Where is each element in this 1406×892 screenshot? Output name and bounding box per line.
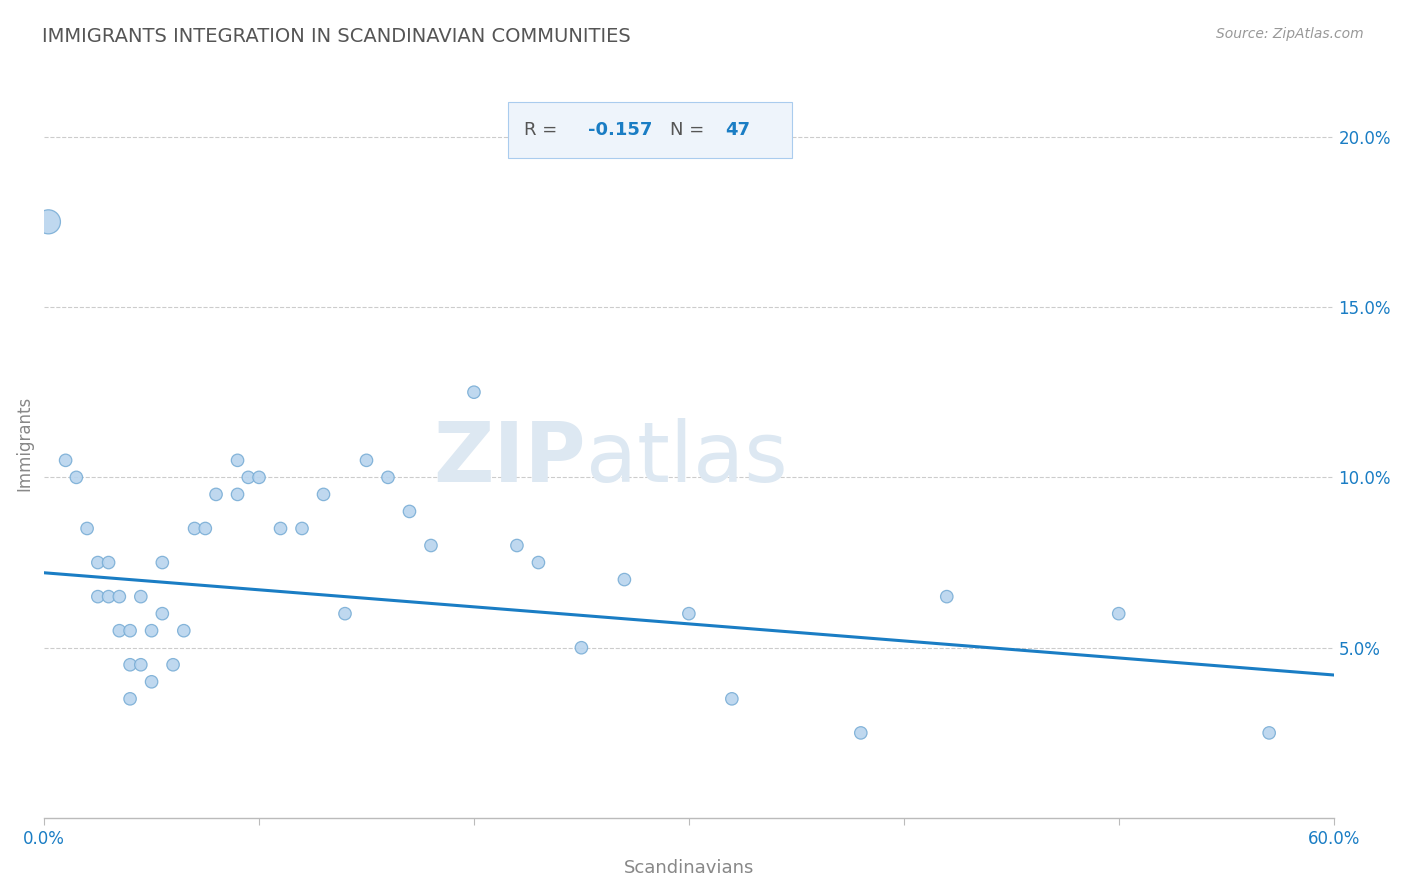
Point [87,590,110,604]
Point [141,674,163,689]
Point [247,470,270,484]
Point [97,556,120,570]
X-axis label: Scandinavians: Scandinavians [624,859,754,877]
Point [183,521,205,535]
Point [935,590,957,604]
Point [1258,726,1281,740]
Point [849,726,872,740]
Point [97,590,120,604]
Point [55,453,77,467]
Text: -0.157: -0.157 [588,121,652,139]
Point [120,657,142,672]
Point [398,504,420,518]
Point [65,470,87,484]
Point [129,657,152,672]
Point [356,453,378,467]
Point [120,624,142,638]
Point [194,521,217,535]
Point [150,607,173,621]
Point [150,556,173,570]
Point [108,624,131,638]
Text: Source: ZipAtlas.com: Source: ZipAtlas.com [1216,27,1364,41]
Point [333,607,356,621]
Y-axis label: Immigrants: Immigrants [15,396,32,491]
Point [238,470,260,484]
Point [312,487,335,501]
Point [527,556,550,570]
Point [1108,607,1130,621]
Point [226,453,249,467]
Text: IMMIGRANTS INTEGRATION IN SCANDINAVIAN COMMUNITIES: IMMIGRANTS INTEGRATION IN SCANDINAVIAN C… [42,27,631,45]
Point [173,624,195,638]
Text: N =: N = [669,121,710,139]
FancyBboxPatch shape [509,103,792,159]
Point [678,607,700,621]
Point [37,215,59,229]
Text: 47: 47 [725,121,749,139]
Point [571,640,593,655]
Point [506,539,529,553]
Point [226,487,249,501]
Point [129,590,152,604]
Point [613,573,636,587]
Point [270,521,292,535]
Point [87,556,110,570]
Point [108,590,131,604]
Text: atlas: atlas [586,417,787,499]
Text: ZIP: ZIP [433,417,586,499]
Point [76,521,98,535]
Point [721,691,744,706]
Point [162,657,184,672]
Point [205,487,228,501]
Point [420,539,443,553]
Point [291,521,314,535]
Text: R =: R = [524,121,562,139]
Point [120,691,142,706]
Point [463,385,485,400]
Point [377,470,399,484]
Point [141,624,163,638]
